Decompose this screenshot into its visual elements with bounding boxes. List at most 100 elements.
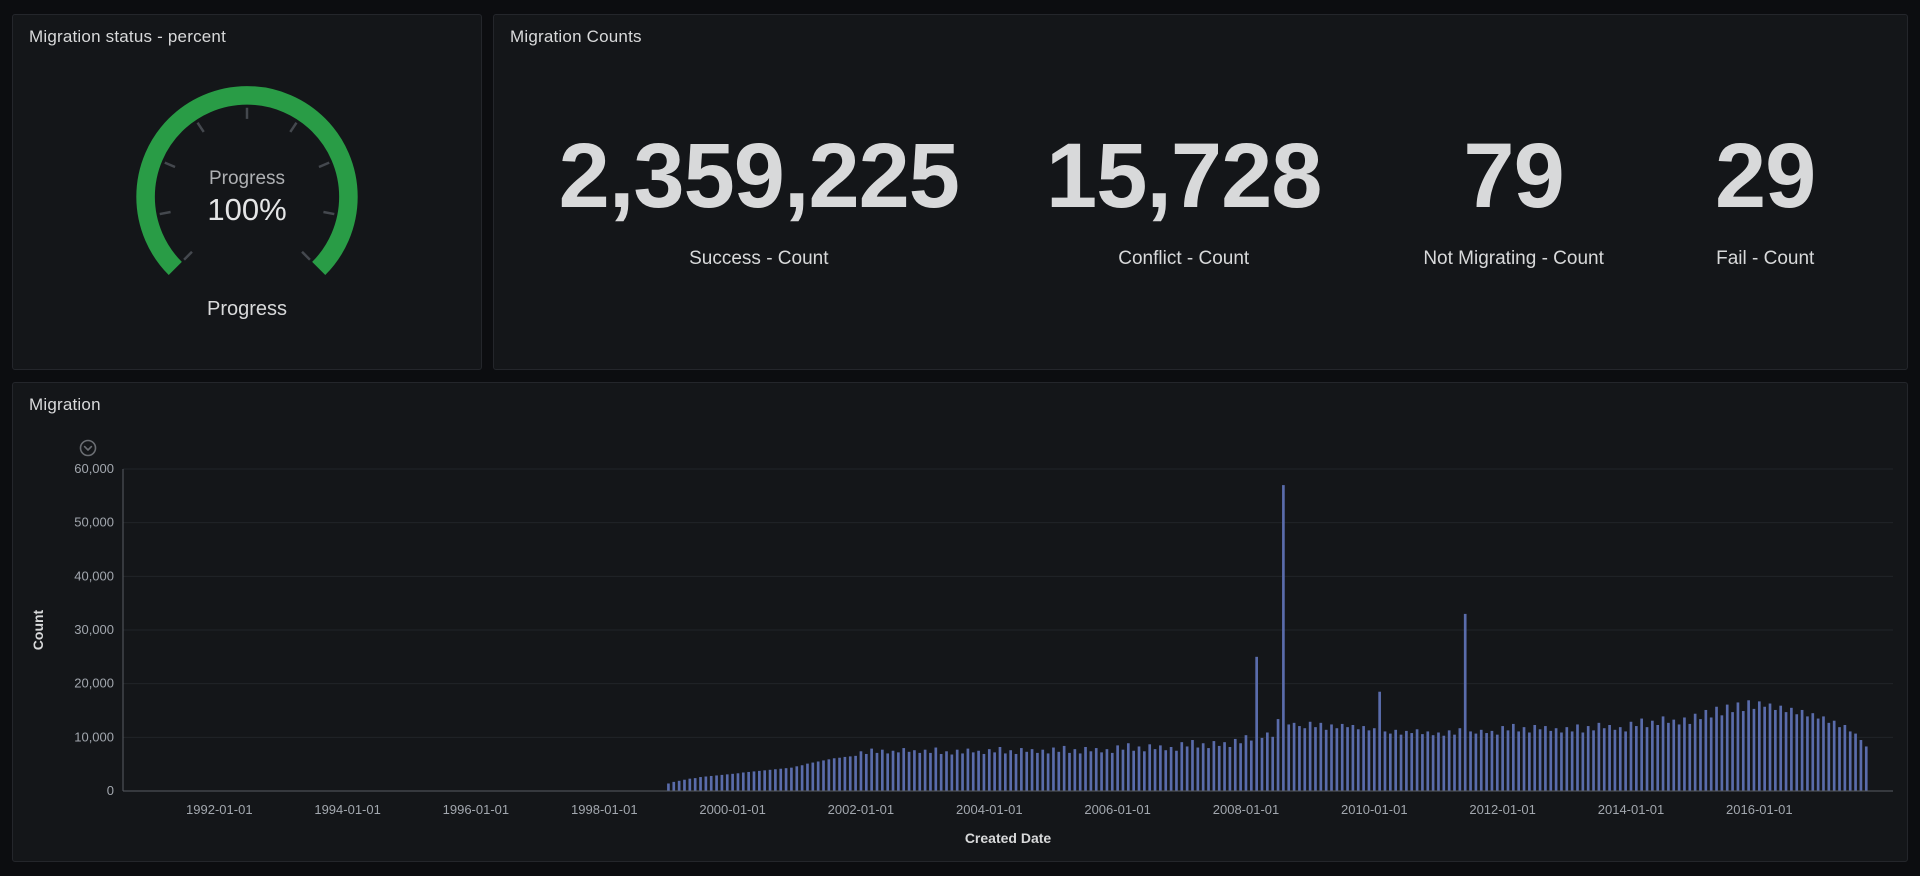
bar bbox=[1570, 731, 1574, 791]
bar bbox=[1415, 729, 1419, 791]
bar bbox=[779, 768, 783, 791]
bar bbox=[832, 758, 836, 791]
bar bbox=[1442, 735, 1446, 791]
bar bbox=[1469, 731, 1472, 791]
bar bbox=[725, 774, 729, 791]
bar bbox=[1089, 751, 1093, 791]
bar bbox=[1843, 724, 1847, 791]
y-axis-tick-label: 50,000 bbox=[74, 515, 114, 530]
bar bbox=[1474, 733, 1478, 791]
bar bbox=[1506, 730, 1510, 791]
bar bbox=[1223, 742, 1226, 791]
bar bbox=[998, 746, 1002, 791]
bar bbox=[1576, 724, 1579, 791]
bar bbox=[1057, 751, 1061, 791]
y-axis-tick-labels: 0 10,000 20,000 30,000 40,000 50,000 60,000 bbox=[74, 461, 114, 798]
bar bbox=[677, 780, 681, 791]
bar bbox=[1768, 703, 1772, 791]
bar bbox=[1784, 712, 1788, 791]
bottom-row: Migration 0 10,000 20,000 30,000 40,000 50,00… bbox=[12, 382, 1908, 862]
bar bbox=[902, 748, 906, 791]
bar bbox=[1025, 751, 1029, 791]
bar bbox=[1811, 713, 1815, 791]
x-axis-tick-label: 2008-01-01 bbox=[1213, 802, 1280, 817]
bar bbox=[1549, 730, 1553, 791]
bar bbox=[1255, 656, 1258, 791]
stat-success-label: Success - Count bbox=[689, 248, 829, 269]
bar bbox=[1602, 728, 1606, 791]
bar bbox=[1175, 750, 1178, 791]
bar bbox=[1094, 748, 1098, 791]
chevron-down-icon[interactable] bbox=[79, 439, 97, 457]
bar bbox=[1121, 749, 1125, 791]
bar bbox=[1276, 719, 1280, 791]
bar bbox=[966, 748, 970, 791]
bar bbox=[1052, 747, 1055, 791]
bar bbox=[1319, 722, 1323, 791]
bar bbox=[827, 759, 831, 791]
bar bbox=[683, 779, 686, 791]
bar bbox=[1709, 717, 1713, 791]
bar bbox=[1672, 719, 1676, 791]
bar bbox=[907, 751, 911, 791]
bar bbox=[1389, 733, 1392, 791]
bar bbox=[1495, 734, 1499, 791]
bar bbox=[1458, 728, 1462, 791]
bar bbox=[758, 770, 761, 792]
bar bbox=[1736, 702, 1740, 791]
bar bbox=[1774, 709, 1777, 791]
bar bbox=[1704, 709, 1708, 791]
bar bbox=[1266, 732, 1269, 791]
bar bbox=[1634, 726, 1638, 791]
bar bbox=[1212, 741, 1216, 791]
bar bbox=[1838, 727, 1841, 791]
bar bbox=[1100, 752, 1103, 791]
bar bbox=[1201, 743, 1205, 791]
bar bbox=[918, 752, 922, 791]
bar bbox=[1340, 723, 1344, 791]
bar bbox=[1645, 727, 1649, 791]
top-row: Migration status - percent bbox=[12, 14, 1908, 370]
migration-bar-chart[interactable]: 0 10,000 20,000 30,000 40,000 50,000 60,000 199… bbox=[23, 457, 1907, 857]
panel-title-migration-status: Migration status - percent bbox=[29, 27, 227, 46]
bar bbox=[1303, 728, 1307, 791]
gauge-ticks bbox=[159, 107, 335, 261]
bar bbox=[1020, 748, 1023, 791]
panel-migration-counts: Migration Counts 2,359,225 Success - Cou… bbox=[493, 14, 1908, 370]
bar bbox=[709, 775, 713, 791]
bar bbox=[1806, 716, 1809, 791]
bar bbox=[1581, 732, 1585, 791]
bar bbox=[1624, 731, 1627, 791]
stat-not-migrating: 79 Not Migrating - Count bbox=[1374, 130, 1654, 270]
bar bbox=[1132, 750, 1135, 791]
bar bbox=[822, 760, 825, 791]
stats-row: 2,359,225 Success - Count 15,728 Conflic… bbox=[494, 47, 1907, 353]
bar bbox=[1790, 707, 1793, 791]
stat-success-value: 2,359,225 bbox=[558, 125, 960, 227]
bar bbox=[1399, 734, 1403, 791]
bar bbox=[993, 752, 996, 791]
bar bbox=[1447, 730, 1451, 791]
bar bbox=[1287, 724, 1291, 791]
bar bbox=[1693, 713, 1697, 791]
bar bbox=[1741, 711, 1745, 791]
bar bbox=[1003, 753, 1007, 791]
bar bbox=[945, 751, 948, 791]
bar bbox=[1490, 730, 1494, 791]
bar bbox=[1324, 729, 1328, 791]
bar bbox=[763, 770, 767, 791]
bar bbox=[1335, 728, 1339, 791]
bar bbox=[1437, 732, 1440, 791]
bar bbox=[774, 769, 777, 791]
x-axis-tick-label: 2002-01-01 bbox=[828, 802, 895, 817]
bar bbox=[1533, 724, 1537, 791]
bar bbox=[1346, 727, 1349, 791]
x-axis-tick-label: 2004-01-01 bbox=[956, 802, 1023, 817]
bar bbox=[913, 750, 916, 791]
x-axis-tick-label: 2010-01-01 bbox=[1341, 802, 1408, 817]
bar bbox=[1528, 732, 1531, 791]
bar bbox=[864, 753, 868, 791]
bar bbox=[1249, 740, 1253, 791]
bar bbox=[1859, 740, 1863, 791]
y-axis-tick-label: 30,000 bbox=[74, 622, 114, 637]
